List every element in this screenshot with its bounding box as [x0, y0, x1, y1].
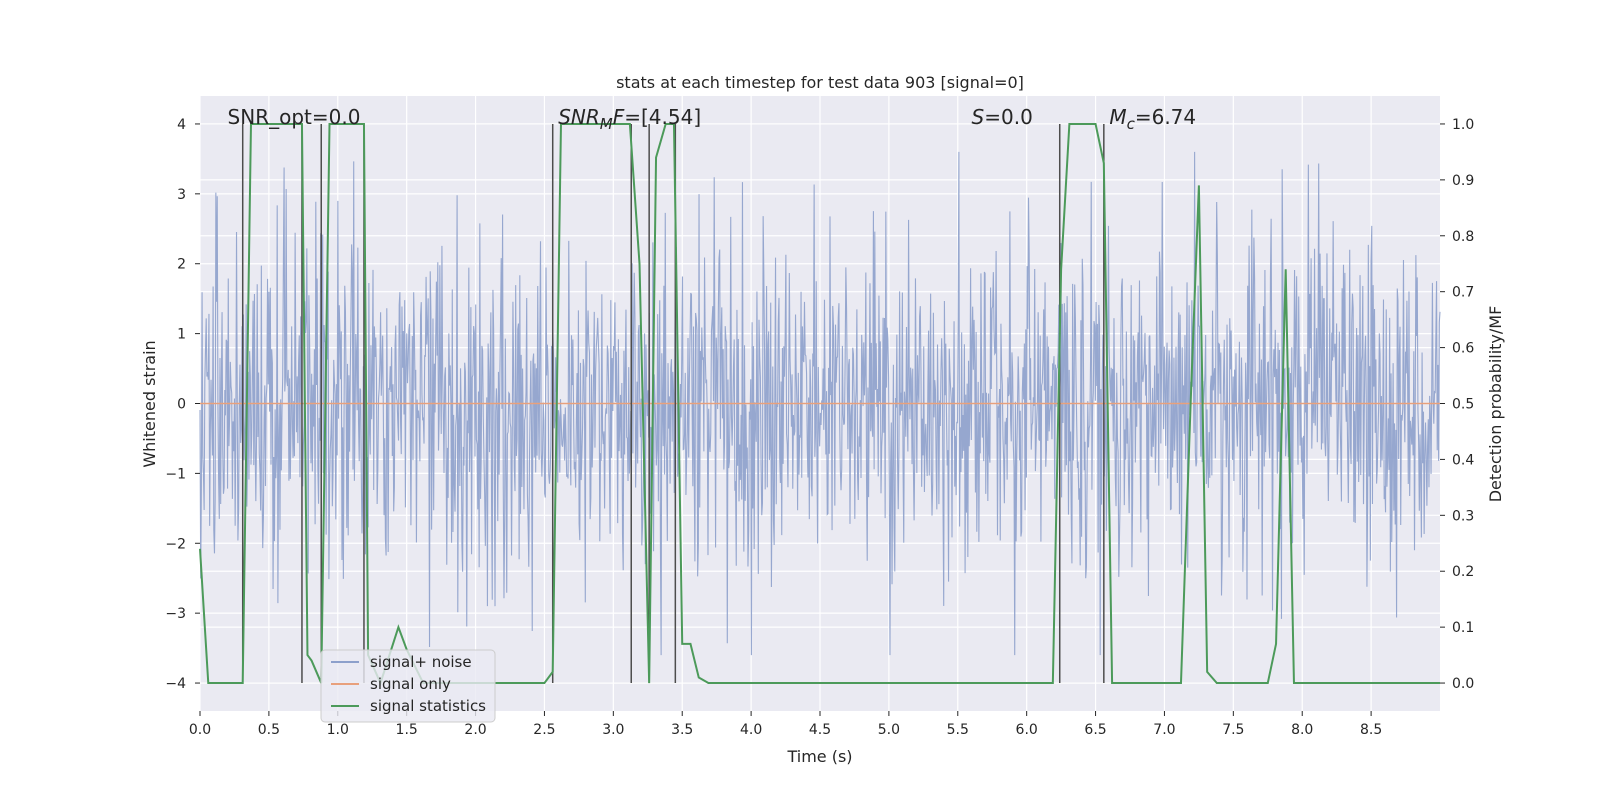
- x-tick-label-15: 7.5: [1222, 722, 1244, 738]
- annotation-3: Mc=6.74: [1109, 105, 1196, 133]
- x-tick-label-0: 0.0: [189, 722, 211, 738]
- x-axis-ticks: 0.0 0.5 1.0 1.5 2.0 2.5 3.0 3.5 4.0 4.5 5.0 5.5 6.0 6…: [189, 711, 1382, 738]
- y2-tick-label-8: 0.2: [1452, 564, 1474, 580]
- y2-tick-label-3: 0.7: [1452, 285, 1474, 301]
- x-tick-label-12: 6.0: [1016, 722, 1038, 738]
- series-signal-noise: [199, 151, 1441, 656]
- y-tick-label-4: 0: [177, 397, 186, 413]
- x-tick-label-16: 8.0: [1291, 722, 1313, 738]
- x-tick-label-6: 3.0: [602, 722, 624, 738]
- chart-title: stats at each timestep for test data 903…: [616, 73, 1024, 92]
- y2-axis-ticks: 1.0 0.9 0.8 0.7 0.6 0.5 0.4 0.3 0.2 0.1 0.0: [1440, 117, 1474, 692]
- y2-tick-label-4: 0.6: [1452, 341, 1474, 357]
- x-tick-label-8: 4.0: [740, 722, 762, 738]
- signal-statistics-line: [199, 122, 1440, 686]
- y-axis-ticks: 4 3 2 1 0 −1 −2 −3 −4: [165, 117, 200, 692]
- x-tick-label-17: 8.5: [1360, 722, 1382, 738]
- y-tick-label-7: −3: [165, 606, 186, 622]
- x-tick-label-9: 4.5: [809, 722, 831, 738]
- x-tick-label-4: 2.0: [464, 722, 486, 738]
- y-tick-label-2: 2: [177, 257, 186, 273]
- y-axis-label: Whitened strain: [140, 340, 159, 467]
- y2-tick-label-0: 1.0: [1452, 117, 1474, 133]
- signal-noise-line: [199, 151, 1441, 656]
- legend-box: [320, 649, 496, 723]
- x-tick-label-14: 7.0: [1153, 722, 1175, 738]
- legend: signal+ noise signal only signal statist…: [320, 649, 496, 723]
- x-tick-label-10: 5.0: [878, 722, 900, 738]
- annotation-1: SNRMF=[4.54]: [558, 105, 701, 133]
- y2-tick-label-2: 0.8: [1452, 229, 1474, 245]
- x-tick-label-2: 1.0: [327, 722, 349, 738]
- y-tick-label-8: −4: [165, 676, 186, 692]
- legend-label-signal-only: signal only: [370, 675, 451, 693]
- y-tick-label-6: −2: [165, 536, 186, 552]
- y-tick-label-0: 4: [177, 117, 186, 133]
- y2-tick-label-1: 0.9: [1452, 173, 1474, 189]
- annotation-0: SNR_opt=0.0: [228, 105, 361, 129]
- y2-axis-label: Detection probability/MF: [1486, 306, 1505, 503]
- y2-tick-label-7: 0.3: [1452, 508, 1474, 524]
- series-signal-statistics: [199, 122, 1440, 686]
- x-tick-label-3: 1.5: [396, 722, 418, 738]
- y2-tick-label-6: 0.4: [1452, 452, 1474, 468]
- x-tick-label-5: 2.5: [533, 722, 555, 738]
- annotations: SNR_opt=0.0 SNRMF=[4.54] S=0.0 Mc=6.74: [228, 105, 1197, 133]
- legend-label-signal-statistics: signal statistics: [370, 697, 486, 715]
- y2-tick-label-10: 0.0: [1452, 676, 1474, 692]
- y2-tick-label-9: 0.1: [1452, 620, 1474, 636]
- x-tick-label-11: 5.5: [947, 722, 969, 738]
- annotation-2: S=0.0: [972, 105, 1033, 129]
- legend-label-signal-noise: signal+ noise: [370, 653, 472, 671]
- y-tick-label-3: 1: [177, 327, 186, 343]
- y-tick-label-1: 3: [177, 187, 186, 203]
- y-tick-label-5: −1: [165, 466, 186, 482]
- x-axis-label: Time (s): [786, 747, 852, 766]
- y2-tick-label-5: 0.5: [1452, 397, 1474, 413]
- x-tick-label-1: 0.5: [258, 722, 280, 738]
- x-tick-label-7: 3.5: [671, 722, 693, 738]
- x-tick-label-13: 6.5: [1084, 722, 1106, 738]
